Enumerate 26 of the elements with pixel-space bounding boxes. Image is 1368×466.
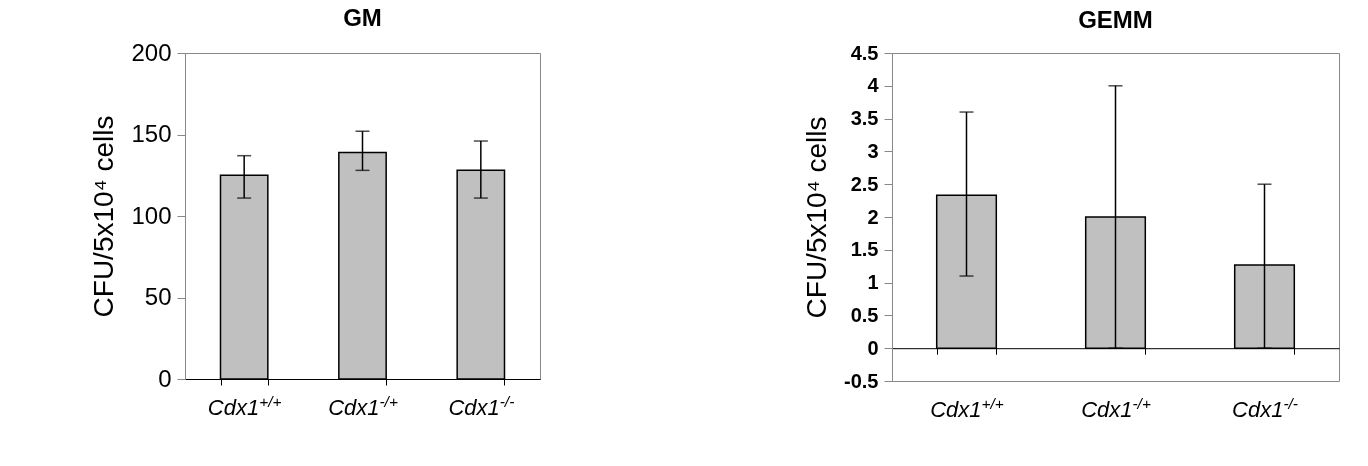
- x-tick-label: Cdx1$^{+/+}$: [207, 392, 282, 420]
- y-tick-label: 50: [144, 283, 172, 310]
- y-axis-title: CFU/5x10⁴ cells: [88, 115, 120, 318]
- y-tick-label: 2: [867, 205, 879, 228]
- y-tick-label: 100: [131, 201, 172, 229]
- y-tick-label: 3.5: [850, 107, 879, 130]
- y-tick-label: 4: [867, 74, 880, 97]
- x-tick-label: Cdx1$^{-/-}$: [1232, 394, 1298, 422]
- y-tick-label: 1: [867, 271, 879, 294]
- y-tick-label: 0: [867, 336, 879, 359]
- x-tick-label: Cdx1$^{-/-}$: [448, 392, 515, 420]
- chart-title: GM: [343, 4, 382, 31]
- y-axis-title: CFU/5x10⁴ cells: [801, 116, 833, 319]
- x-tick-label: Cdx1$^{-/+}$: [1081, 394, 1151, 422]
- chart-title: GEMM: [1078, 6, 1153, 33]
- y-tick-label: -0.5: [844, 369, 879, 392]
- y-tick-label: 150: [131, 120, 172, 147]
- y-tick-label: 3: [867, 139, 879, 162]
- y-tick-label: 2.5: [850, 172, 879, 195]
- y-tick-label: 200: [131, 38, 172, 66]
- x-tick-label: Cdx1$^{-/+}$: [328, 392, 398, 420]
- y-tick-label: 1.5: [850, 238, 879, 261]
- x-tick-label: Cdx1$^{+/+}$: [930, 394, 1004, 422]
- y-tick-label: 4.5: [850, 41, 879, 64]
- y-tick-label: 0.5: [850, 303, 879, 326]
- y-tick-label: 0: [158, 364, 172, 392]
